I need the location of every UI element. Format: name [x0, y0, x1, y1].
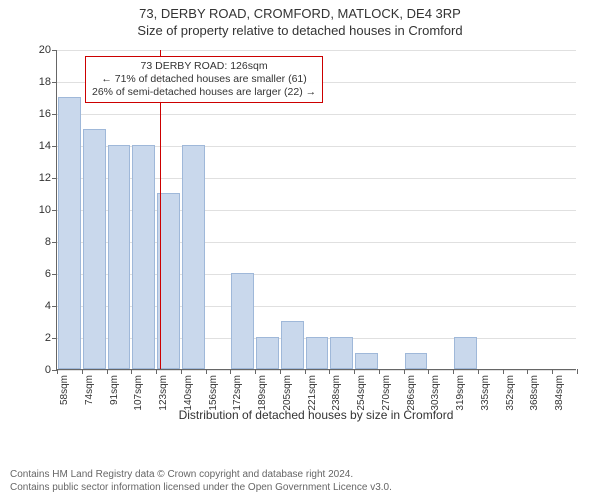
histogram-bar: [405, 353, 428, 369]
x-tick-label: 107sqm: [133, 375, 144, 411]
y-tick-label: 2: [45, 332, 51, 344]
y-tick-mark: [52, 306, 57, 307]
x-tick-label: 352sqm: [505, 375, 516, 411]
x-tick-label: 58sqm: [59, 375, 70, 405]
footer-line2: Contains public sector information licen…: [10, 482, 392, 495]
x-tick-label: 238sqm: [331, 375, 342, 411]
page-title: 73, DERBY ROAD, CROMFORD, MATLOCK, DE4 3…: [0, 6, 600, 21]
histogram-bar: [231, 273, 254, 369]
histogram-bar: [182, 145, 205, 369]
histogram-chart: Number of detached properties 0246810121…: [56, 50, 576, 420]
y-tick-label: 0: [45, 364, 51, 376]
histogram-bar: [330, 337, 353, 369]
x-axis-label: Distribution of detached houses by size …: [56, 408, 576, 422]
annotation-box: 73 DERBY ROAD: 126sqm← 71% of detached h…: [85, 56, 323, 103]
y-tick-mark: [52, 274, 57, 275]
histogram-bar: [281, 321, 304, 369]
footer-attribution: Contains HM Land Registry data © Crown c…: [10, 469, 392, 494]
x-tick-mark: [354, 369, 355, 374]
x-tick-mark: [156, 369, 157, 374]
x-tick-mark: [131, 369, 132, 374]
x-tick-mark: [107, 369, 108, 374]
x-tick-label: 335sqm: [480, 375, 491, 411]
plot-area: 0246810121416182058sqm74sqm91sqm107sqm12…: [56, 50, 576, 370]
histogram-bar: [108, 145, 131, 369]
x-tick-mark: [552, 369, 553, 374]
x-tick-mark: [503, 369, 504, 374]
gridline: [57, 50, 576, 51]
histogram-bar: [58, 97, 81, 369]
x-tick-label: 368sqm: [529, 375, 540, 411]
y-tick-mark: [52, 50, 57, 51]
y-tick-mark: [52, 338, 57, 339]
x-tick-label: 286sqm: [406, 375, 417, 411]
x-tick-mark: [57, 369, 58, 374]
x-tick-label: 172sqm: [232, 375, 243, 411]
x-tick-mark: [206, 369, 207, 374]
x-tick-mark: [453, 369, 454, 374]
x-tick-mark: [404, 369, 405, 374]
y-tick-mark: [52, 178, 57, 179]
y-tick-label: 12: [39, 172, 51, 184]
y-tick-mark: [52, 146, 57, 147]
x-tick-mark: [527, 369, 528, 374]
x-tick-label: 189sqm: [257, 375, 268, 411]
y-tick-label: 18: [39, 76, 51, 88]
histogram-bar: [355, 353, 378, 369]
x-tick-label: 156sqm: [208, 375, 219, 411]
x-tick-label: 123sqm: [158, 375, 169, 411]
page-subtitle: Size of property relative to detached ho…: [0, 23, 600, 38]
x-tick-mark: [428, 369, 429, 374]
x-tick-mark: [255, 369, 256, 374]
x-tick-label: 384sqm: [554, 375, 565, 411]
y-tick-label: 16: [39, 108, 51, 120]
y-tick-label: 6: [45, 268, 51, 280]
y-tick-label: 14: [39, 140, 51, 152]
x-tick-mark: [577, 369, 578, 374]
x-tick-mark: [305, 369, 306, 374]
x-tick-mark: [478, 369, 479, 374]
x-tick-label: 205sqm: [282, 375, 293, 411]
gridline: [57, 370, 576, 371]
y-tick-label: 20: [39, 44, 51, 56]
y-tick-label: 8: [45, 236, 51, 248]
footer-line1: Contains HM Land Registry data © Crown c…: [10, 469, 392, 482]
histogram-bar: [83, 129, 106, 369]
x-tick-label: 74sqm: [84, 375, 95, 405]
histogram-bar: [306, 337, 329, 369]
x-tick-label: 91sqm: [109, 375, 120, 405]
histogram-bar: [256, 337, 279, 369]
x-tick-label: 254sqm: [356, 375, 367, 411]
x-tick-label: 140sqm: [183, 375, 194, 411]
x-tick-mark: [329, 369, 330, 374]
y-tick-mark: [52, 242, 57, 243]
y-tick-mark: [52, 114, 57, 115]
x-tick-mark: [280, 369, 281, 374]
annotation-line: ← 71% of detached houses are smaller (61…: [92, 73, 316, 86]
histogram-bar: [454, 337, 477, 369]
annotation-line: 26% of semi-detached houses are larger (…: [92, 86, 316, 99]
y-tick-mark: [52, 82, 57, 83]
x-tick-label: 221sqm: [307, 375, 318, 411]
histogram-bar: [132, 145, 155, 369]
annotation-line: 73 DERBY ROAD: 126sqm: [92, 60, 316, 73]
x-tick-mark: [82, 369, 83, 374]
x-tick-label: 319sqm: [455, 375, 466, 411]
x-tick-mark: [230, 369, 231, 374]
x-tick-label: 270sqm: [381, 375, 392, 411]
x-tick-label: 303sqm: [430, 375, 441, 411]
gridline: [57, 114, 576, 115]
x-tick-mark: [181, 369, 182, 374]
x-tick-mark: [379, 369, 380, 374]
y-tick-label: 10: [39, 204, 51, 216]
y-tick-label: 4: [45, 300, 51, 312]
y-tick-mark: [52, 210, 57, 211]
